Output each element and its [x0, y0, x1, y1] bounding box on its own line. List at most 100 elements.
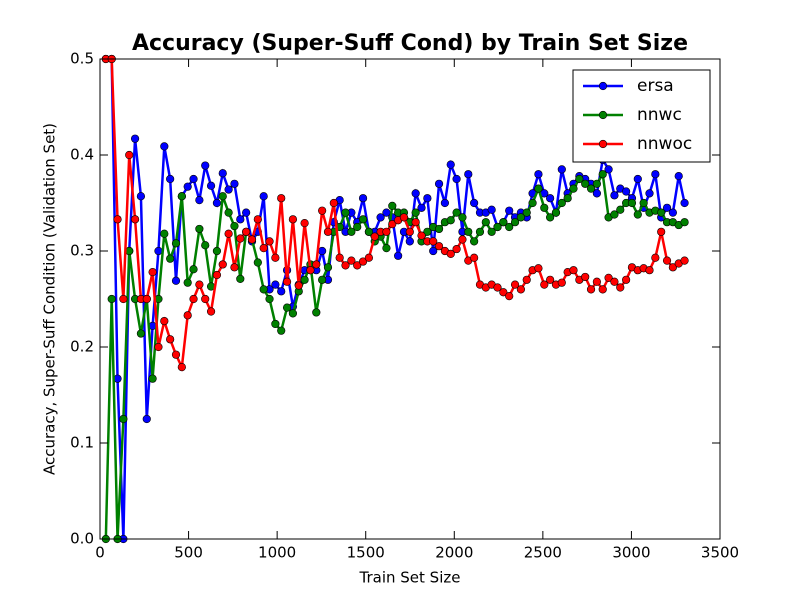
data-point [218, 169, 227, 178]
data-point [592, 277, 601, 286]
data-point [358, 194, 368, 203]
data-point [300, 219, 309, 228]
data-point [119, 294, 128, 304]
data-point [206, 181, 216, 190]
data-point [230, 221, 239, 231]
data-point [183, 278, 192, 287]
data-point [633, 210, 642, 219]
data-point [592, 189, 601, 198]
x-tick-label: 1000 [258, 544, 296, 562]
data-point [300, 275, 309, 284]
data-point [288, 215, 298, 224]
data-point [557, 278, 566, 287]
data-point [458, 213, 467, 222]
y-tick-label: 0.5 [70, 50, 94, 68]
data-point [505, 222, 514, 232]
data-point [651, 253, 660, 262]
data-point [253, 258, 262, 267]
data-point [505, 292, 514, 301]
plot-frame [99, 58, 721, 540]
data-point [154, 246, 163, 256]
x-tick-label: 2000 [435, 544, 473, 562]
data-point [236, 274, 245, 283]
data-point [680, 198, 689, 208]
data-point [130, 215, 140, 224]
data-point [557, 165, 566, 174]
data-point [212, 270, 222, 280]
data-point [347, 227, 356, 236]
data-point [633, 174, 642, 184]
chart-title: Accuracy (Super-Suff Cond) by Train Set … [132, 31, 688, 56]
data-point [399, 213, 409, 222]
data-point [622, 187, 631, 196]
data-point [639, 198, 648, 208]
data-point [136, 329, 146, 338]
data-point [195, 224, 204, 234]
legend-marker [598, 110, 608, 120]
legend-marker [598, 81, 608, 91]
data-point [177, 192, 186, 201]
data-point [610, 277, 619, 286]
data-point [312, 308, 321, 317]
data-point [201, 161, 210, 170]
data-point [464, 227, 473, 236]
data-point [183, 311, 192, 320]
y-tick-label: 0.3 [70, 242, 94, 260]
data-point [499, 288, 508, 297]
data-point [622, 275, 631, 284]
data-point [265, 294, 274, 304]
data-point [522, 275, 531, 284]
data-point [452, 174, 461, 184]
data-point [177, 363, 186, 372]
data-point [171, 350, 181, 359]
data-point [364, 253, 374, 262]
data-point [341, 261, 350, 270]
y-tick-label: 0.2 [70, 338, 94, 356]
data-point [557, 198, 566, 208]
x-axis-label: Train Set Size [359, 569, 461, 587]
data-point [353, 222, 362, 232]
data-point [166, 174, 175, 184]
data-point [662, 203, 672, 212]
data-point [668, 208, 677, 217]
data-point [265, 237, 274, 246]
data-point [125, 150, 134, 160]
data-point [487, 227, 496, 236]
data-point [376, 213, 385, 222]
data-point [423, 194, 432, 203]
data-point [282, 303, 292, 312]
data-point [318, 206, 327, 215]
data-point [434, 224, 444, 234]
data-point [534, 264, 543, 273]
data-point [657, 227, 666, 236]
data-point [271, 319, 280, 329]
data-point [107, 294, 116, 304]
data-point [516, 285, 525, 294]
x-tick-label: 500 [174, 544, 203, 562]
data-point [598, 170, 607, 179]
x-tick-label: 1500 [347, 544, 385, 562]
data-point [353, 261, 362, 270]
data-point [195, 280, 204, 289]
data-point [335, 253, 344, 262]
y-tick-label: 0.4 [70, 146, 94, 164]
data-point [288, 309, 298, 318]
data-point [569, 266, 578, 275]
data-point [668, 263, 677, 272]
data-point [540, 280, 549, 289]
data-point [581, 179, 590, 188]
data-point [189, 174, 198, 184]
data-point [411, 218, 420, 227]
data-point [680, 218, 689, 227]
data-point [160, 142, 169, 151]
data-point [271, 280, 280, 289]
data-point [130, 134, 140, 143]
data-point [306, 266, 315, 275]
data-point [166, 254, 175, 263]
data-point [411, 208, 420, 217]
data-point [505, 206, 514, 215]
data-point [142, 414, 151, 424]
data-point [458, 235, 467, 244]
data-point [318, 246, 327, 256]
